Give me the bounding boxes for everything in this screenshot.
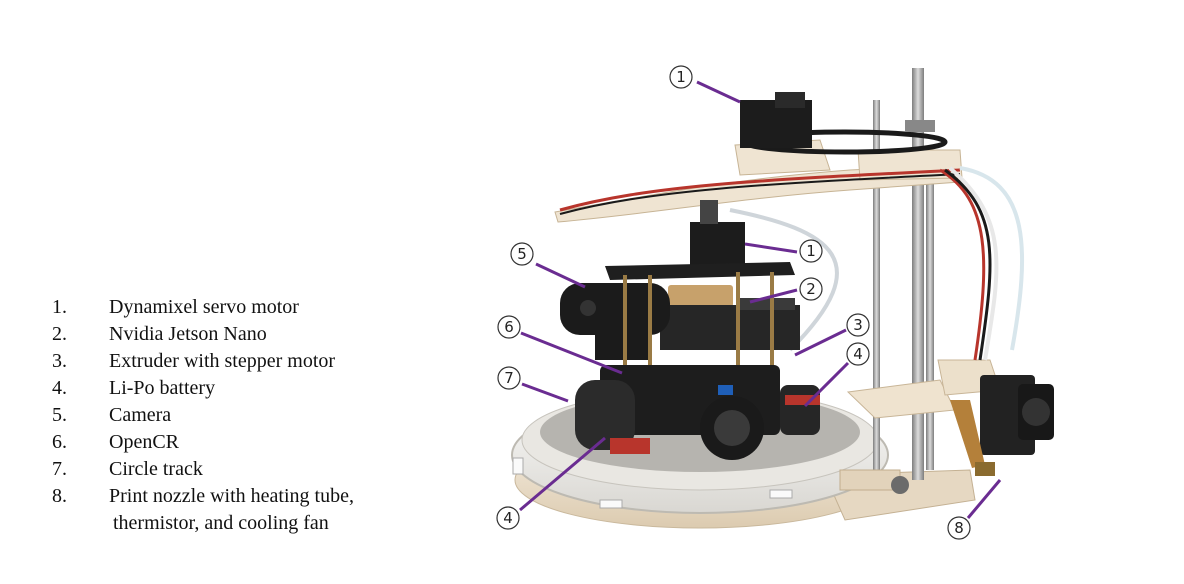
component-legend: 1. Dynamixel servo motor 2. Nvidia Jetso…	[52, 294, 452, 534]
robot-chassis	[575, 365, 820, 460]
legend-label: Circle track	[109, 458, 203, 480]
top-plate	[605, 262, 795, 280]
legend-label: Dynamixel servo motor	[109, 296, 299, 318]
legend-item-6: 6. OpenCR	[52, 429, 452, 456]
legend-number: 6.	[52, 431, 67, 453]
wiring	[729, 166, 1025, 361]
camera	[560, 283, 670, 360]
legend-item-8: 8. Print nozzle with heating tube, therm…	[52, 483, 452, 534]
legend-label: Li-Po battery	[109, 377, 216, 399]
legend-item-3: 3. Extruder with stepper motor	[52, 348, 452, 375]
callout-label: 1	[676, 68, 686, 86]
callout-label: 4	[503, 509, 513, 527]
callout-label: 6	[504, 318, 514, 336]
callout-battery-bottom: 4	[496, 436, 606, 530]
legend-item-5: 5. Camera	[52, 402, 452, 429]
mid-servo-motor	[690, 200, 745, 267]
callout-label: 1	[806, 242, 816, 260]
legend-item-7: 7. Circle track	[52, 456, 452, 483]
jetson-nano-board	[660, 285, 800, 350]
legend-label: Print nozzle with heating tube,	[109, 485, 354, 507]
callout-label: 3	[853, 316, 863, 334]
callout-label: 5	[517, 245, 527, 263]
top-arm	[554, 120, 963, 223]
nozzle-carriage	[839, 359, 1054, 494]
legend-label-continuation: thermistor, and cooling fan	[113, 512, 329, 534]
legend-number: 3.	[52, 350, 67, 372]
legend-number: 2.	[52, 323, 67, 345]
legend-item-4: 4. Li-Po battery	[52, 375, 452, 402]
top-servo-motor	[740, 92, 812, 148]
legend-label: OpenCR	[109, 431, 179, 453]
callout-track: 7	[497, 366, 569, 403]
callout-jetson: 2	[749, 277, 823, 304]
callout-label: 2	[806, 280, 816, 298]
callout-extruder: 3	[794, 313, 870, 357]
callout-label: 4	[853, 345, 863, 363]
callout-mid-servo: 1	[744, 239, 823, 263]
callout-label: 7	[504, 369, 514, 387]
legend-number: 7.	[52, 458, 67, 480]
callout-label: 8	[954, 519, 964, 537]
legend-number: 5.	[52, 404, 67, 426]
legend-label: Camera	[109, 404, 172, 426]
legend-label: Extruder with stepper motor	[109, 350, 336, 372]
legend-item-2: 2. Nvidia Jetson Nano	[52, 321, 452, 348]
legend-number: 8.	[52, 485, 67, 507]
callout-camera: 5	[510, 242, 586, 289]
callout-top-servo: 1	[669, 65, 741, 104]
legend-item-1: 1. Dynamixel servo motor	[52, 294, 452, 321]
legend-number: 4.	[52, 377, 67, 399]
callout-battery-right: 4	[803, 342, 870, 408]
legend-number: 1.	[52, 296, 67, 318]
callout-opencr: 6	[497, 315, 623, 375]
callout-nozzle: 8	[947, 479, 1002, 540]
legend-label: Nvidia Jetson Nano	[109, 323, 267, 345]
